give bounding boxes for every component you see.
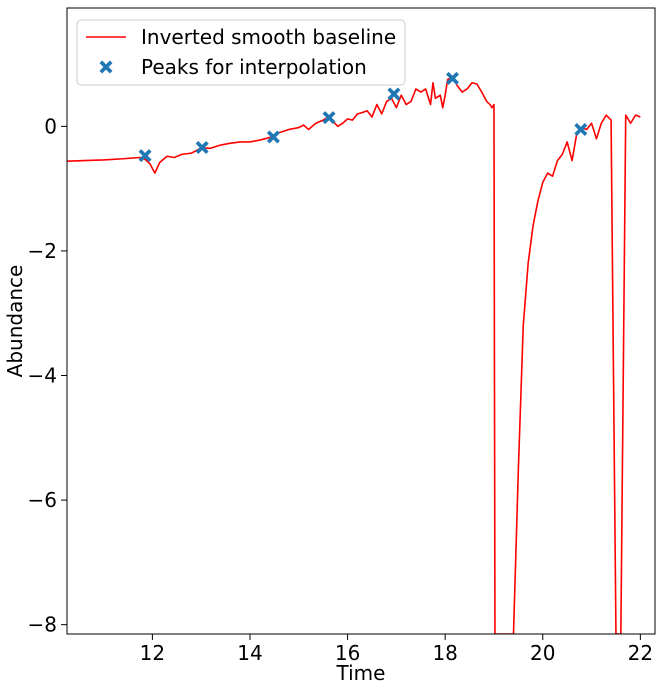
y-tick-label: 0 (44, 114, 57, 138)
peak-marker (266, 130, 280, 144)
y-tick-label: −6 (28, 488, 57, 512)
peak-marker (138, 149, 152, 163)
x-tick-label: 22 (628, 641, 653, 665)
peak-marker (195, 141, 209, 155)
legend: Inverted smooth baseline Peaks for inter… (76, 19, 406, 86)
x-tick-label: 14 (237, 641, 262, 665)
peak-marker (387, 87, 401, 101)
y-tick-label: −8 (28, 613, 57, 637)
plot-background (67, 8, 655, 634)
x-tick-label: 18 (432, 641, 457, 665)
legend-entry-baseline: Inverted smooth baseline (141, 25, 396, 49)
legend-marker-swatch (99, 60, 113, 74)
plot-frame (66, 7, 656, 635)
x-tick-label: 12 (140, 641, 165, 665)
x-tick-label: 16 (335, 641, 360, 665)
y-tick-label: −2 (28, 239, 57, 263)
legend-entry-peaks: Peaks for interpolation (141, 55, 367, 79)
peak-marker (322, 111, 336, 125)
legend-frame (76, 19, 406, 86)
y-tick-label: −4 (28, 364, 57, 388)
series-line-inverted-smooth-baseline (67, 75, 641, 634)
y-axis-label: Abundance (3, 265, 27, 378)
x-axis-label: Time (336, 661, 386, 685)
x-tick-label: 20 (530, 641, 555, 665)
peak-marker (574, 122, 588, 136)
peak-marker (445, 71, 459, 85)
